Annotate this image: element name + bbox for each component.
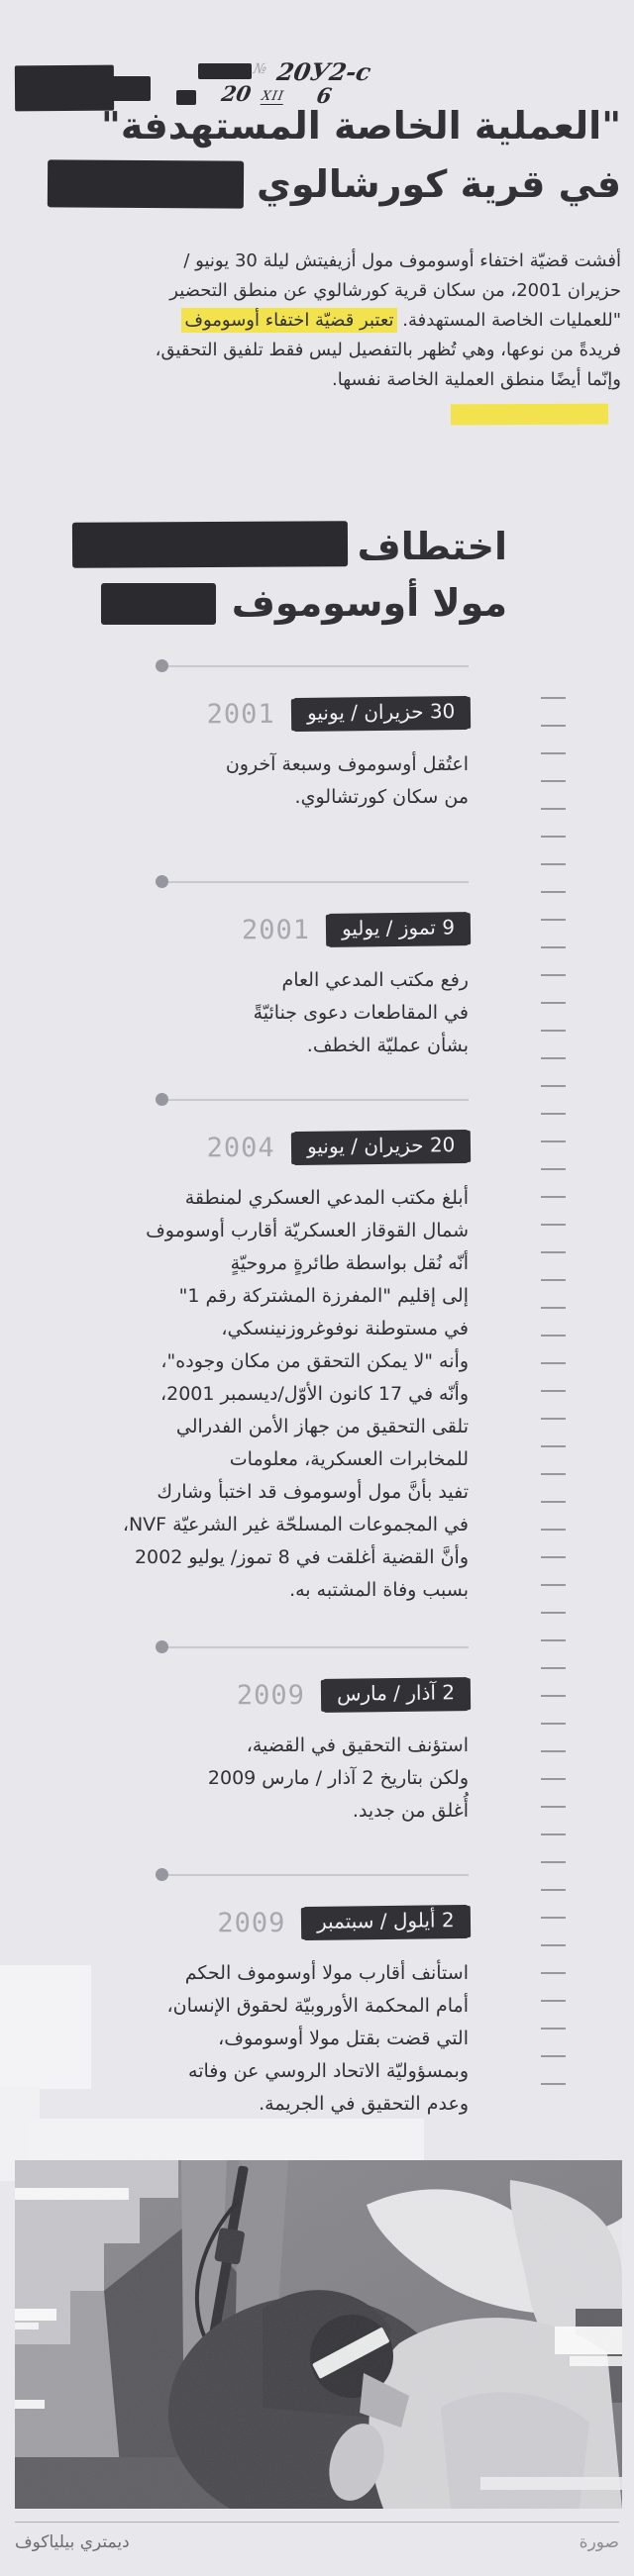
section-title-line1: اختطاف xyxy=(357,525,507,568)
caption-divider xyxy=(15,2522,619,2523)
photo-credit: ديمتري بيلياكوف xyxy=(15,2532,130,2552)
intro-paragraph: أفشت قضيّة اختفاء أوسوموف مول أزيفيتش لي… xyxy=(28,247,621,395)
timeline-entry-text: استأنف أقارب مولا أوسوموف الحكم أمام الم… xyxy=(166,1962,469,2115)
year-label: 2009 xyxy=(217,1907,286,1938)
section-title: اختطاف مولا أوسوموف xyxy=(16,519,507,632)
timeline-entry: 2 أيلول / سبتمبر 2009 استأنف أقارب مولا … xyxy=(0,1868,634,2121)
timeline-entry-text: استؤنف التحقيق في القضية، ولكن بتاريخ 2 … xyxy=(207,1734,469,1822)
year-label: 2001 xyxy=(241,914,310,945)
section-redaction-block-2 xyxy=(100,583,216,625)
intro-text: أفشت قضيّة اختفاء أوسوموف مول أزيفيتش لي… xyxy=(169,250,621,331)
date-badge: 30 حزيران / يونيو xyxy=(292,695,470,733)
photo-caption: صورة ديمتري بيلياكوف xyxy=(15,2532,619,2552)
timeline-entry: 9 تموز / يوليو 2001 رفع مكتب المدعي العا… xyxy=(0,875,634,1062)
tick-ruler xyxy=(541,697,566,2111)
page-title-line2: في قرية كورشالوي xyxy=(257,162,621,206)
section-redaction-block-1 xyxy=(71,521,348,568)
paper-glitch-patch xyxy=(0,1965,91,2089)
timeline: 30 حزيران / يونيو 2001 اعتُقل أوسوموف وس… xyxy=(0,659,634,2121)
redaction-block xyxy=(198,63,252,79)
title-redaction-block xyxy=(47,159,245,209)
date-badge: 2 أيلول / سبتمبر xyxy=(303,1904,470,1941)
intro-highlight: تعتبر قضيّة اختفاء أوسوموف xyxy=(181,308,397,333)
timeline-entry: 2 آذار / مارس 2009 استؤنف التحقيق في الق… xyxy=(0,1640,634,1828)
case-number-annotation: 20У2-с xyxy=(274,57,373,86)
timeline-entry-text: رفع مكتب المدعي العام في المقاطعات دعوى … xyxy=(253,969,469,1056)
paper-glitch-patch xyxy=(28,2119,424,2160)
section-title-row1: اختطاف xyxy=(16,519,507,575)
timeline-divider xyxy=(156,659,469,672)
section-title-line2: مولا أوسوموف xyxy=(231,581,507,625)
timeline-entry-text: أبلغ مكتب المدعي العسكري لمنطقة شمال الق… xyxy=(122,1187,469,1601)
timeline-divider xyxy=(156,1093,469,1106)
date-badge: 2 آذار / مارس xyxy=(322,1677,470,1713)
timeline-entry: 20 حزيران / يونيو 2004 أبلغ مكتب المدعي … xyxy=(0,1093,634,1607)
year-label: 2004 xyxy=(206,1132,275,1163)
timeline-divider xyxy=(156,875,469,888)
section-title-row2: مولا أوسوموف xyxy=(16,575,507,632)
year-label: 2001 xyxy=(206,698,275,730)
case-photo xyxy=(15,2160,622,2509)
number-sign-annotation: № xyxy=(252,61,268,77)
timeline-entry-header: 2 أيلول / سبتمبر 2009 xyxy=(0,1904,470,1941)
timeline-entry: 30 حزيران / يونيو 2001 اعتُقل أوسوموف وس… xyxy=(0,659,634,814)
timeline-entry-header: 30 حزيران / يونيو 2001 xyxy=(0,695,470,733)
timeline-divider xyxy=(156,1868,469,1881)
redaction-block xyxy=(176,90,196,105)
highlight-redaction-bar xyxy=(450,403,609,426)
timeline-entry-header: 2 آذار / مارس 2009 xyxy=(0,1676,470,1714)
photo-caption-label: صورة xyxy=(579,2532,619,2552)
redaction-block xyxy=(95,76,151,101)
page-title: "العملية الخاصة المستهدفة" في قرية كورشا… xyxy=(16,97,621,214)
date-badge: 20 حزيران / يونيو xyxy=(292,1129,470,1166)
timeline-divider xyxy=(156,1640,469,1653)
year-label: 2009 xyxy=(236,1679,305,1711)
date-badge: 9 تموز / يوليو xyxy=(327,912,470,947)
timeline-entry-header: 9 تموز / يوليو 2001 xyxy=(0,911,470,948)
timeline-entry-header: 20 حزيران / يونيو 2004 xyxy=(0,1129,470,1166)
intro-text-continued: فريدةً من نوعها، وهي تُظهر بالتفصيل ليس … xyxy=(155,340,621,390)
timeline-entry-text: اعتُقل أوسوموف وسبعة آخرون من سكان كورتش… xyxy=(225,753,469,808)
page-title-line1: "العملية الخاصة المستهدفة" xyxy=(101,104,621,148)
